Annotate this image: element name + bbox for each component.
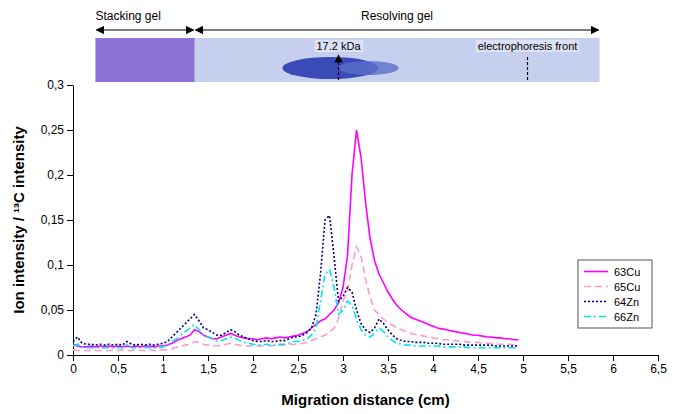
x-tick-mark (343, 355, 344, 361)
x-axis: 0 0,5 1 1,5 2 2,5 3 3,5 4 4,5 5 5,5 6 6,5 (70, 355, 667, 376)
x-tick-label: 3 (340, 362, 347, 376)
region-label: Stacking gel (96, 9, 161, 23)
legend-swatch (584, 301, 608, 303)
y-tick-label: 0,2 (47, 168, 64, 182)
y-tick-mark (67, 310, 73, 311)
y-tick: 0 (57, 348, 73, 362)
x-tick: 5,5 (560, 355, 577, 376)
x-tick-mark (163, 355, 164, 361)
x-tick-mark (388, 355, 389, 361)
x-tick: 4,5 (470, 355, 487, 376)
x-tick-mark (208, 355, 209, 361)
y-tick: 0,05 (41, 303, 73, 317)
x-tick-label: 0,5 (110, 362, 127, 376)
y-tick: 0,2 (47, 168, 73, 182)
x-tick-label: 4 (430, 362, 437, 376)
y-tick-mark (67, 85, 73, 86)
x-tick: 0 (70, 355, 77, 376)
x-tick-mark (118, 355, 119, 361)
stacking-gel-area (96, 38, 195, 82)
legend-swatch (584, 286, 608, 288)
x-tick: 3 (340, 355, 347, 376)
y-axis-line (73, 86, 74, 356)
x-tick: 6 (610, 355, 617, 376)
region-arrow (97, 29, 194, 30)
legend-label: 64Zn (614, 296, 639, 308)
legend: 63Cu 65Cu 64Zn 66Zn (578, 260, 652, 328)
x-tick-label: 5,5 (560, 362, 577, 376)
x-tick: 1 (160, 355, 167, 376)
y-tick-mark (67, 130, 73, 131)
annotation-background (314, 40, 363, 52)
x-tick: 3,5 (380, 355, 397, 376)
x-axis-title: Migration distance (cm) (281, 391, 449, 408)
series-line (73, 247, 519, 351)
legend-label: 65Cu (614, 281, 640, 293)
x-tick-label: 5 (520, 362, 527, 376)
x-tick-label: 2 (250, 362, 257, 376)
gel-image (96, 38, 600, 82)
annotation-label: electrophoresis front (478, 40, 578, 52)
chart: Stacking gel Resolving gel 17.2 kDa electro… (0, 0, 686, 414)
legend-swatch (584, 316, 608, 318)
y-tick-label: 0,05 (41, 303, 65, 317)
annotation-pointer (338, 55, 339, 80)
x-tick-mark (478, 355, 479, 361)
gel-band (339, 61, 399, 75)
legend-box (578, 260, 652, 328)
x-tick-mark (298, 355, 299, 361)
region-label: Resolving gel (361, 9, 433, 23)
x-tick: 4 (430, 355, 437, 376)
y-tick: 0,1 (47, 258, 73, 272)
x-tick-label: 1,5 (200, 362, 217, 376)
x-tick-mark (613, 355, 614, 361)
series-line (73, 270, 519, 348)
y-tick-label: 0,25 (41, 123, 65, 137)
legend-swatch (584, 271, 608, 273)
annotation-background (476, 40, 580, 52)
x-tick: 2,5 (290, 355, 307, 376)
plot-lines (73, 130, 519, 351)
y-tick-label: 0 (57, 348, 64, 362)
x-tick: 5 (520, 355, 527, 376)
legend-label: 66Zn (614, 311, 639, 323)
x-tick-mark (523, 355, 524, 361)
x-tick-label: 6 (610, 362, 617, 376)
y-tick-label: 0,15 (41, 213, 65, 227)
x-tick-label: 4,5 (470, 362, 487, 376)
x-tick-mark (73, 355, 74, 361)
x-tick-mark (253, 355, 254, 361)
y-tick: 0,25 (41, 123, 73, 137)
y-tick: 0,15 (41, 213, 73, 227)
x-tick-label: 0 (70, 362, 77, 376)
y-tick-mark (67, 220, 73, 221)
annotation-pointer (527, 55, 528, 80)
y-tick-mark (67, 175, 73, 176)
x-tick-mark (433, 355, 434, 361)
x-tick-label: 1 (160, 362, 167, 376)
y-tick-label: 0,1 (47, 258, 64, 272)
y-axis: 0 0,05 0,1 0,15 0,2 0,25 0,3 (41, 78, 74, 362)
x-tick: 1,5 (200, 355, 217, 376)
series-line (73, 130, 519, 347)
y-tick-label: 0,3 (47, 78, 64, 92)
y-tick-mark (67, 265, 73, 266)
annotation-label: 17.2 kDa (316, 40, 361, 52)
region-arrow (196, 29, 599, 30)
y-tick: 0,3 (47, 78, 73, 92)
legend-label: 63Cu (614, 266, 640, 278)
y-axis-title: Ion intensity / ¹³C intensity (10, 126, 27, 314)
gel-background (96, 38, 600, 82)
x-tick: 2 (250, 355, 257, 376)
x-tick-mark (658, 355, 659, 361)
y-tick-mark (67, 355, 73, 356)
x-tick-label: 3,5 (380, 362, 397, 376)
x-tick-label: 2,5 (290, 362, 307, 376)
series-line (73, 216, 519, 347)
x-tick-label: 6,5 (650, 362, 667, 376)
x-axis-line (74, 355, 659, 356)
x-tick: 6,5 (650, 355, 667, 376)
x-tick: 0,5 (110, 355, 127, 376)
x-tick-mark (568, 355, 569, 361)
